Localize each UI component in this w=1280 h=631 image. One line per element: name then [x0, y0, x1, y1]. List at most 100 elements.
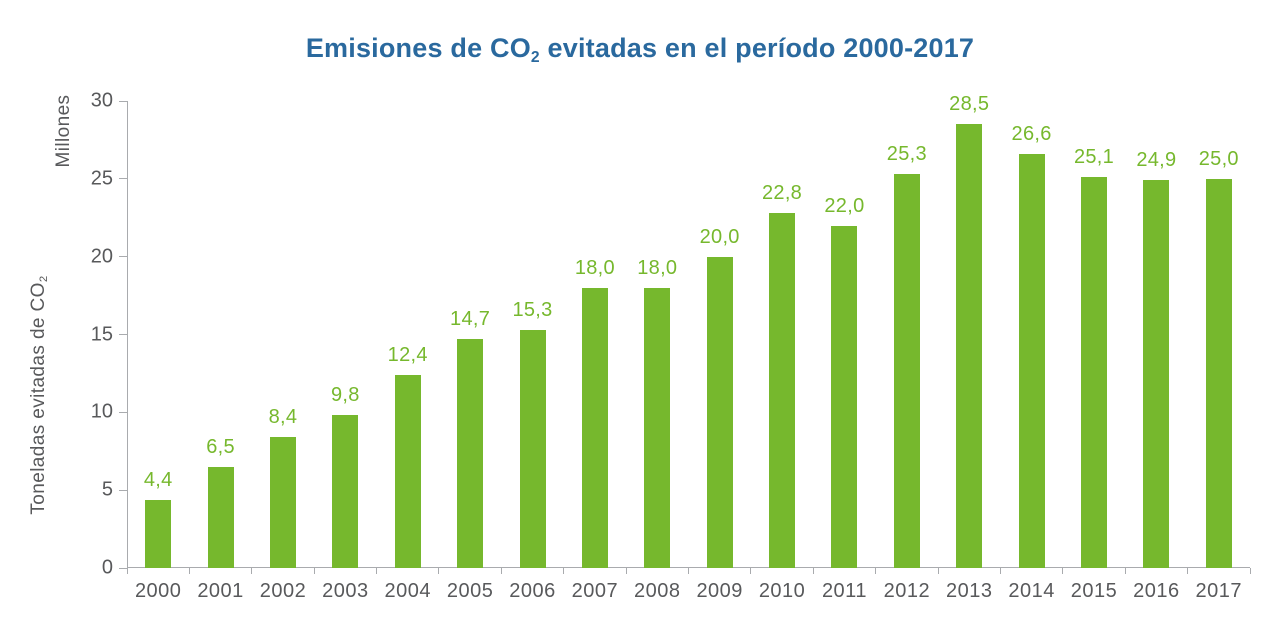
- bar-value-label: 15,3: [512, 298, 553, 321]
- bar-value-label: 12,4: [387, 343, 428, 366]
- bar-slot: 20,0 2009: [689, 101, 751, 602]
- bar-slot: 18,0 2008: [626, 101, 688, 602]
- y-tick-mark: [119, 178, 127, 180]
- x-tick-label: 2004: [384, 580, 431, 602]
- bar-value-label: 18,0: [637, 256, 678, 279]
- y-axis-title-subscript: 2: [38, 275, 51, 283]
- bar-slot: 4,4 2000: [127, 101, 189, 602]
- chart-title-subscript: 2: [530, 49, 540, 66]
- bar-slot: 28,5 2013: [938, 93, 1000, 602]
- bar-value-label: 28,5: [949, 93, 990, 116]
- bar: [145, 499, 172, 568]
- x-tick-label: 2013: [945, 580, 993, 602]
- plot-area: 0 5 10 15 20 25 30 4,4 2000 6,5 2001 8,4 2002 9,8 2003…: [91, 90, 1251, 602]
- bar: [706, 256, 733, 568]
- bar-value-label: 14,7: [450, 308, 491, 331]
- bar: [269, 437, 296, 568]
- x-tick-label: 2016: [1133, 580, 1180, 602]
- bar-slot: 12,4 2004: [377, 101, 439, 602]
- bar-value-label: 20,0: [699, 225, 740, 248]
- bar-value-label: 25,1: [1073, 146, 1115, 169]
- y-tick-label: 5: [101, 478, 113, 501]
- bar-slot: 25,0 2017: [1188, 101, 1250, 602]
- y-tick-label: 0: [101, 556, 113, 579]
- x-tick-mark: [875, 568, 877, 574]
- bar: [1205, 178, 1232, 568]
- bar: [457, 339, 484, 568]
- y-axis-title: Toneladas evitadas de CO2: [28, 215, 52, 575]
- bar: [332, 415, 359, 568]
- x-tick-label: 2010: [758, 580, 806, 602]
- bar: [207, 466, 234, 568]
- x-tick-label: 2005: [446, 580, 494, 602]
- bar-slot: 25,3 2012: [876, 101, 938, 602]
- x-axis-line: [127, 567, 1250, 568]
- bar-slot: 15,3 2006: [501, 101, 563, 602]
- x-tick-label: 2017: [1195, 580, 1243, 602]
- x-tick-mark: [937, 568, 939, 574]
- x-tick-mark: [999, 568, 1001, 574]
- y-tick-mark: [119, 334, 127, 335]
- bar: [831, 225, 858, 568]
- x-tick-mark: [1249, 568, 1251, 574]
- y-tick-mark: [119, 256, 127, 258]
- x-tick-mark: [376, 568, 378, 574]
- y-tick-label: 25: [90, 167, 113, 190]
- bar-value-label: 6,5: [206, 435, 235, 458]
- bar-value-label: 26,6: [1011, 122, 1052, 145]
- x-tick-label: 2008: [634, 580, 681, 602]
- bar-value-label: 22,0: [824, 194, 865, 217]
- x-tick-label: 2006: [509, 580, 556, 602]
- x-tick-mark: [1124, 568, 1126, 574]
- x-tick-mark: [313, 568, 315, 574]
- bar-slot: 24,9 2016: [1125, 101, 1187, 602]
- bar-value-label: 8,4: [268, 406, 298, 429]
- x-tick-mark: [126, 568, 128, 574]
- bar-value-label: 22,8: [761, 182, 803, 205]
- x-tick-mark: [750, 568, 752, 574]
- bar: [1018, 153, 1045, 568]
- bar: [519, 329, 546, 568]
- bar-slot: 22,8 2010: [751, 101, 813, 602]
- bar: [394, 374, 421, 568]
- bar-value-label: 9,8: [330, 384, 360, 407]
- y-axis-title-text: Toneladas evitadas de CO: [28, 282, 49, 515]
- chart-title: Emisiones de CO2 evitadas en el período …: [0, 33, 1280, 66]
- bar: [581, 287, 608, 568]
- x-tick-mark: [1062, 568, 1064, 574]
- x-tick-mark: [625, 568, 627, 574]
- bar: [644, 287, 671, 568]
- bar-value-label: 24,9: [1136, 149, 1177, 172]
- bar-slot: 26,6 2014: [1000, 101, 1062, 602]
- x-tick-mark: [688, 568, 689, 574]
- bar: [1143, 180, 1170, 568]
- bar: [956, 124, 983, 568]
- x-tick-mark: [188, 568, 190, 574]
- bar-slot: 18,0 2007: [564, 101, 626, 602]
- chart-title-prefix: Emisiones de CO: [305, 33, 531, 63]
- bar-slot: 25,1 2015: [1063, 101, 1125, 602]
- chart-title-suffix: evitadas en el período 2000-2017: [539, 33, 975, 63]
- x-tick-label: 2014: [1008, 580, 1055, 602]
- bar: [769, 213, 796, 568]
- bar-value-label: 18,0: [574, 256, 615, 279]
- y-tick-mark: [119, 567, 127, 569]
- x-tick-mark: [812, 568, 814, 574]
- x-tick-label: 2011: [821, 580, 867, 602]
- y-tick-mark: [119, 411, 127, 413]
- y-tick-mark: [119, 100, 127, 102]
- bar-slot: 8,4 2002: [252, 101, 314, 602]
- y-tick-label: 10: [90, 400, 113, 423]
- x-tick-mark: [500, 568, 502, 574]
- bar-value-label: 25,3: [886, 143, 927, 166]
- y-axis-line: [127, 101, 128, 568]
- y-tick-label: 30: [90, 89, 113, 112]
- bar-slot: 9,8 2003: [314, 101, 376, 602]
- x-tick-label: 2002: [259, 580, 307, 602]
- bar-slot: 6,5 2001: [189, 101, 251, 602]
- x-tick-label: 2012: [883, 580, 931, 602]
- y-tick-label: 20: [90, 245, 113, 268]
- x-tick-label: 2000: [134, 580, 182, 602]
- bar: [1081, 177, 1108, 568]
